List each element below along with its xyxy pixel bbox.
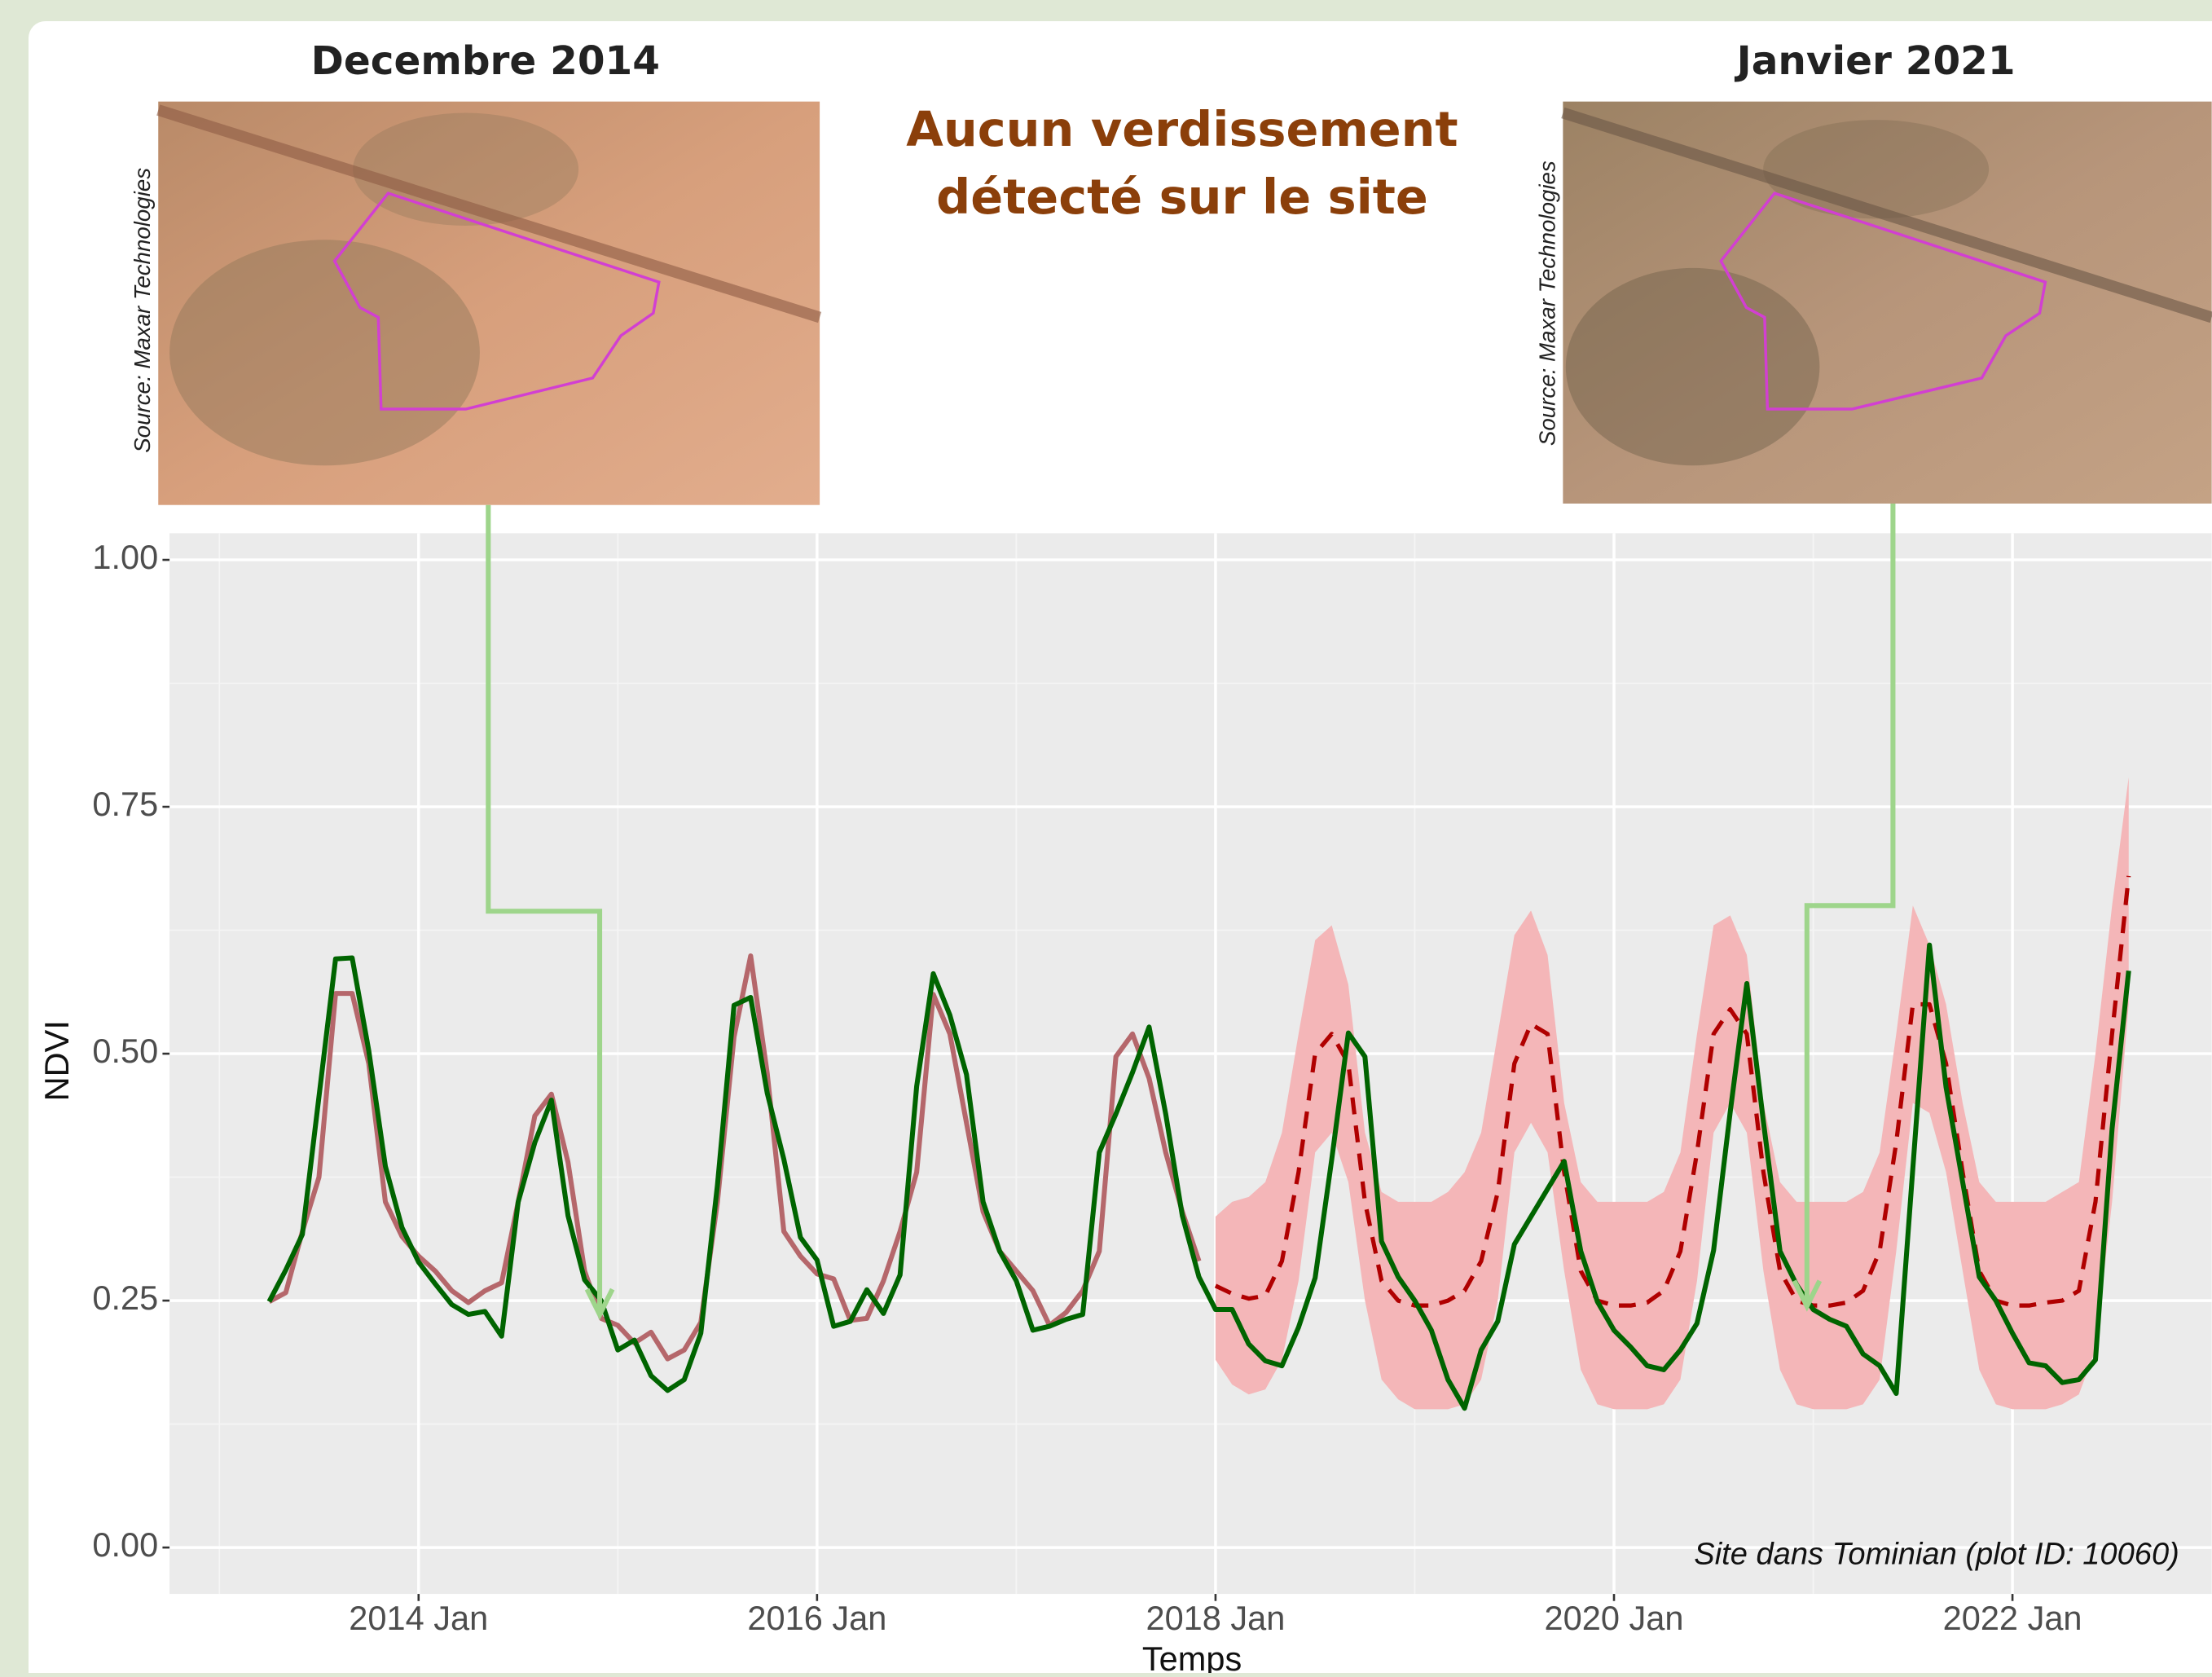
image-title: Decembre 2014 — [311, 38, 660, 84]
page: {"images": [{"title": "Decembre 2014", "… — [0, 0, 2212, 1673]
y-tick-label: 0.00 — [92, 1525, 158, 1564]
x-tick-label: 2018 Jan — [1146, 1599, 1285, 1637]
headline: Aucun verdissement — [906, 101, 1458, 157]
image-source: Source: Maxar Technologies — [1534, 161, 1559, 446]
annotation: Site dans Tominian (plot ID: 10060) — [1694, 1537, 2179, 1571]
y-tick-label: 1.00 — [92, 538, 158, 576]
image-source: Source: Maxar Technologies — [130, 168, 155, 453]
image-left — [158, 102, 820, 505]
y-tick-label: 0.75 — [92, 785, 158, 823]
x-tick-label: 2022 Jan — [1943, 1599, 2082, 1637]
x-tick-label: 2014 Jan — [349, 1599, 488, 1637]
y-tick-label: 0.25 — [92, 1279, 158, 1317]
headline: détecté sur le site — [936, 169, 1428, 225]
image-right — [1563, 102, 2211, 504]
x-tick-label: 2016 Jan — [747, 1599, 886, 1637]
y-tick-label: 0.50 — [92, 1032, 158, 1070]
chart: Decembre 2014 Janvier 2021 Source: Maxar… — [0, 0, 2212, 1673]
x-axis-label: Temps — [1142, 1640, 1242, 1673]
y-axis-label: NDVI — [37, 1020, 76, 1101]
image-title: Janvier 2021 — [1735, 38, 2016, 84]
x-tick-label: 2020 Jan — [1545, 1599, 1684, 1637]
